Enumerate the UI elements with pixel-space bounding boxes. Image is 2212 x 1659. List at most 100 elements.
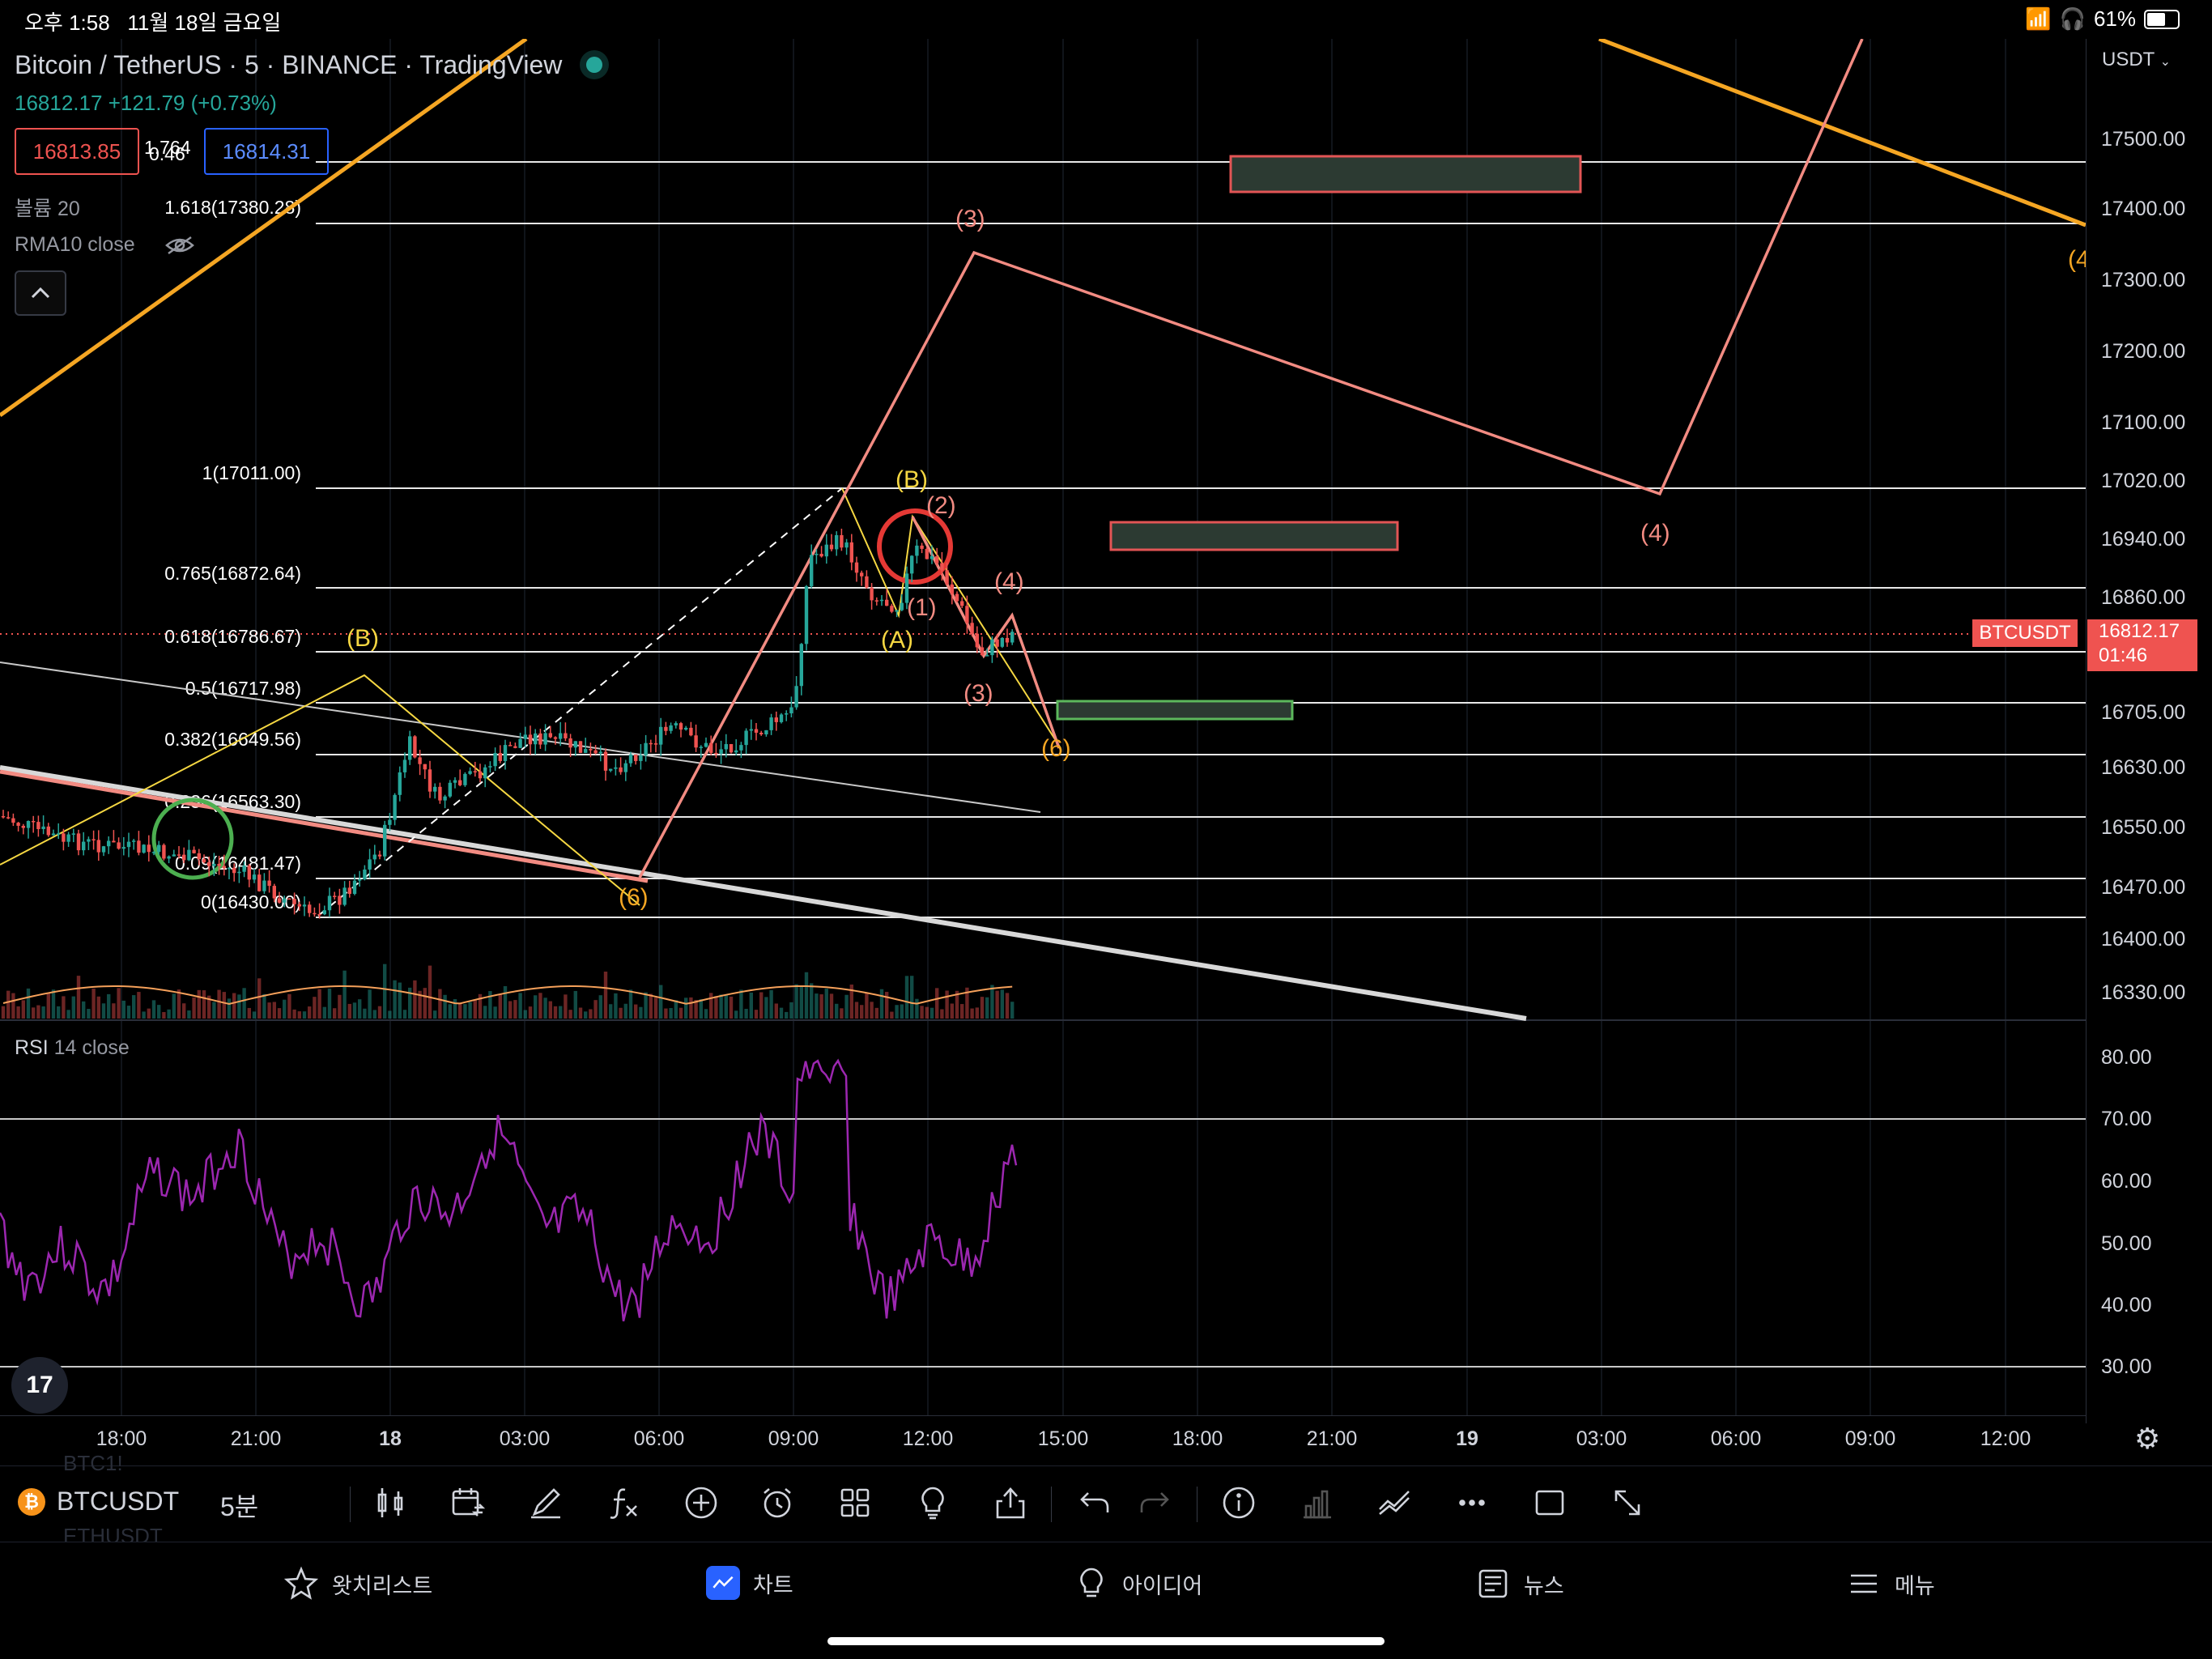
info-button[interactable] bbox=[1214, 1478, 1263, 1527]
sell-price-button[interactable]: 16813.85 bbox=[15, 128, 139, 175]
price-chart[interactable]: 1.764 0.46 1.618(17380.28) 1(17011.00) 0… bbox=[0, 39, 2086, 1423]
interval-button[interactable]: 5분 bbox=[220, 1492, 259, 1521]
yellow-wave[interactable] bbox=[0, 674, 640, 906]
nav-watchlist[interactable]: 왓치리스트 bbox=[283, 1566, 432, 1602]
candle-body bbox=[317, 913, 321, 916]
ideas-button[interactable] bbox=[908, 1478, 957, 1527]
volume-bar bbox=[277, 1008, 282, 1019]
share-button[interactable] bbox=[986, 1478, 1035, 1527]
volume-bar bbox=[799, 985, 803, 1019]
zone-box-green[interactable] bbox=[1056, 700, 1294, 721]
volume-bar bbox=[744, 1008, 748, 1019]
layout-button[interactable] bbox=[831, 1478, 879, 1527]
orange-trendline[interactable] bbox=[0, 39, 528, 418]
currency-selector[interactable]: USDT ⌄ bbox=[2102, 49, 2171, 71]
volume-bar bbox=[363, 1008, 367, 1019]
symbol-search-button[interactable]: ₿ BTCUSDT bbox=[18, 1487, 179, 1516]
bar-chart-icon bbox=[1304, 1490, 1331, 1519]
price-tick: 16860.00 bbox=[2101, 586, 2186, 609]
candle-body bbox=[879, 599, 884, 602]
volume-bar bbox=[870, 1002, 874, 1019]
candle-body bbox=[327, 895, 332, 911]
price-change: +121.79 (+0.73%) bbox=[108, 91, 277, 115]
volume-bar bbox=[302, 1011, 307, 1019]
candle-body bbox=[308, 904, 312, 913]
candle-body bbox=[252, 874, 257, 880]
rma-legend[interactable]: RMA10 close bbox=[15, 233, 194, 257]
nav-news[interactable]: 뉴스 bbox=[1475, 1566, 1564, 1602]
candle-body bbox=[16, 823, 20, 826]
data-window-button[interactable] bbox=[1292, 1478, 1341, 1527]
nav-menu[interactable]: 메뉴 bbox=[1846, 1566, 1935, 1602]
time-axis[interactable]: 18:00 21:00 18 03:00 06:00 09:00 12:00 1… bbox=[0, 1415, 2086, 1465]
candle-style-button[interactable] bbox=[366, 1478, 415, 1527]
highlight-circle[interactable] bbox=[877, 508, 953, 585]
volume-bar bbox=[835, 1003, 839, 1019]
add-button[interactable] bbox=[677, 1478, 725, 1527]
compare-button[interactable] bbox=[444, 1478, 492, 1527]
volume-bar bbox=[990, 985, 994, 1019]
candle-body bbox=[57, 833, 61, 835]
buy-price-button[interactable]: 16814.31 bbox=[204, 128, 329, 175]
price-axis[interactable]: 17500.00 17400.00 17300.00 17200.00 1710… bbox=[2086, 39, 2212, 1423]
symbol-name: BTCUSDT bbox=[57, 1487, 180, 1516]
symbol-title[interactable]: Bitcoin / TetherUS · 5 · BINANCE · Tradi… bbox=[15, 50, 563, 79]
more-button[interactable] bbox=[1448, 1478, 1496, 1527]
alert-button[interactable] bbox=[753, 1478, 802, 1527]
candle-body bbox=[799, 644, 803, 687]
currency-label: USDT bbox=[2102, 49, 2155, 70]
fib-label: 0.09(16481.47) bbox=[175, 853, 301, 874]
drawing-tools-button[interactable] bbox=[521, 1478, 570, 1527]
volume-legend[interactable]: 볼륨 20 bbox=[15, 198, 80, 220]
candle-body bbox=[112, 840, 116, 843]
dashed-line[interactable] bbox=[317, 487, 843, 917]
trendline-red[interactable] bbox=[0, 769, 649, 883]
objects-tree-button[interactable] bbox=[1370, 1478, 1419, 1527]
candle-body bbox=[46, 826, 50, 836]
volume-bar bbox=[678, 1007, 683, 1019]
highlight-circle[interactable] bbox=[151, 798, 234, 880]
gear-icon[interactable]: ⚙ bbox=[2134, 1422, 2161, 1455]
rsi-tick: 30.00 bbox=[2101, 1355, 2152, 1378]
orange-trendline[interactable] bbox=[1598, 39, 2086, 228]
projected-wave[interactable] bbox=[911, 516, 1061, 749]
yellow-wave[interactable] bbox=[841, 487, 1061, 749]
redo-button[interactable] bbox=[1130, 1478, 1179, 1527]
candle-body bbox=[423, 764, 427, 770]
candle-body bbox=[483, 767, 487, 779]
undo-button[interactable] bbox=[1070, 1478, 1119, 1527]
candle-body bbox=[167, 856, 171, 859]
volume-bar bbox=[619, 1007, 623, 1019]
projected-wave[interactable] bbox=[638, 39, 1864, 878]
indicators-button[interactable] bbox=[599, 1478, 648, 1527]
volume-bar bbox=[804, 972, 809, 1019]
candle-body bbox=[428, 769, 432, 792]
zone-box[interactable] bbox=[1109, 521, 1399, 551]
candle-body bbox=[342, 887, 347, 905]
candle-body bbox=[202, 859, 206, 862]
volume-bar bbox=[518, 993, 522, 1019]
candle-body bbox=[584, 749, 588, 753]
candle-body bbox=[945, 570, 949, 585]
nav-chart[interactable]: 차트 bbox=[706, 1566, 793, 1600]
volume-bar bbox=[57, 1006, 61, 1019]
volume-bar bbox=[126, 1006, 131, 1019]
eye-hidden-icon[interactable] bbox=[164, 233, 194, 256]
volume-bar bbox=[815, 993, 819, 1019]
nav-ideas[interactable]: 아이디어 bbox=[1074, 1566, 1202, 1602]
candle-body bbox=[990, 639, 994, 656]
volume-bar bbox=[980, 997, 985, 1019]
tradingview-logo[interactable]: 17 bbox=[11, 1357, 68, 1414]
zone-box[interactable] bbox=[1229, 155, 1582, 194]
candle-body bbox=[151, 852, 156, 853]
expand-button[interactable] bbox=[1603, 1478, 1652, 1527]
rsi-legend[interactable]: RSI 14 close bbox=[15, 1036, 130, 1060]
fullscreen-chart-button[interactable] bbox=[1525, 1478, 1574, 1527]
candle-body bbox=[890, 606, 894, 612]
support-trendline[interactable] bbox=[0, 765, 1527, 1021]
newspaper-icon bbox=[1478, 1569, 1508, 1598]
collapse-legend-button[interactable] bbox=[15, 270, 66, 316]
candle-body bbox=[177, 854, 181, 856]
volume-bar bbox=[960, 1004, 964, 1019]
home-indicator[interactable] bbox=[827, 1637, 1385, 1645]
